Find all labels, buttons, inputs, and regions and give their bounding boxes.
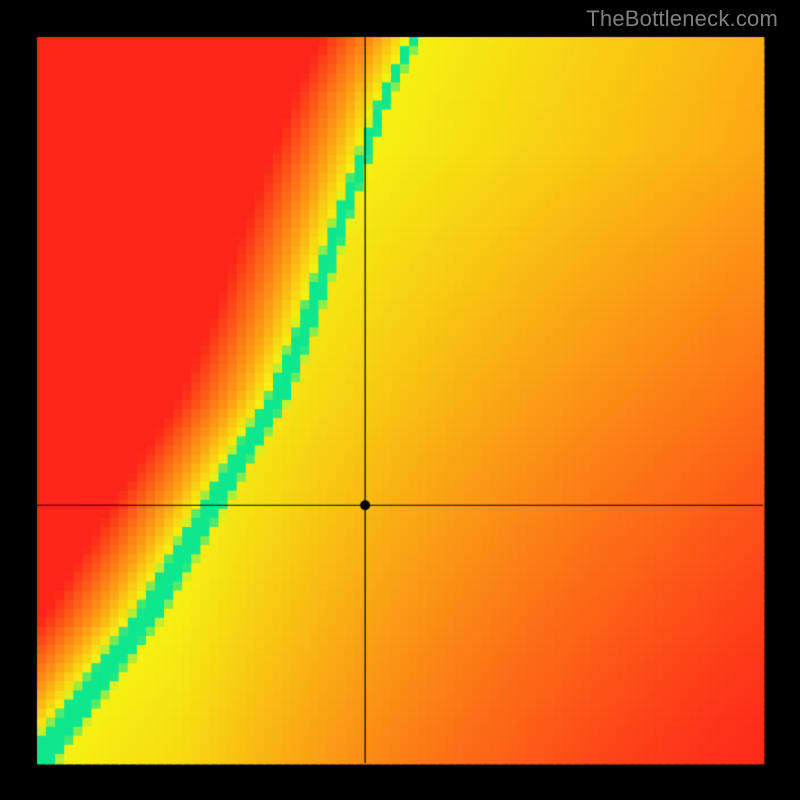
- chart-container: TheBottleneck.com: [0, 0, 800, 800]
- watermark-text: TheBottleneck.com: [586, 6, 778, 32]
- bottleneck-heatmap: [0, 0, 800, 800]
